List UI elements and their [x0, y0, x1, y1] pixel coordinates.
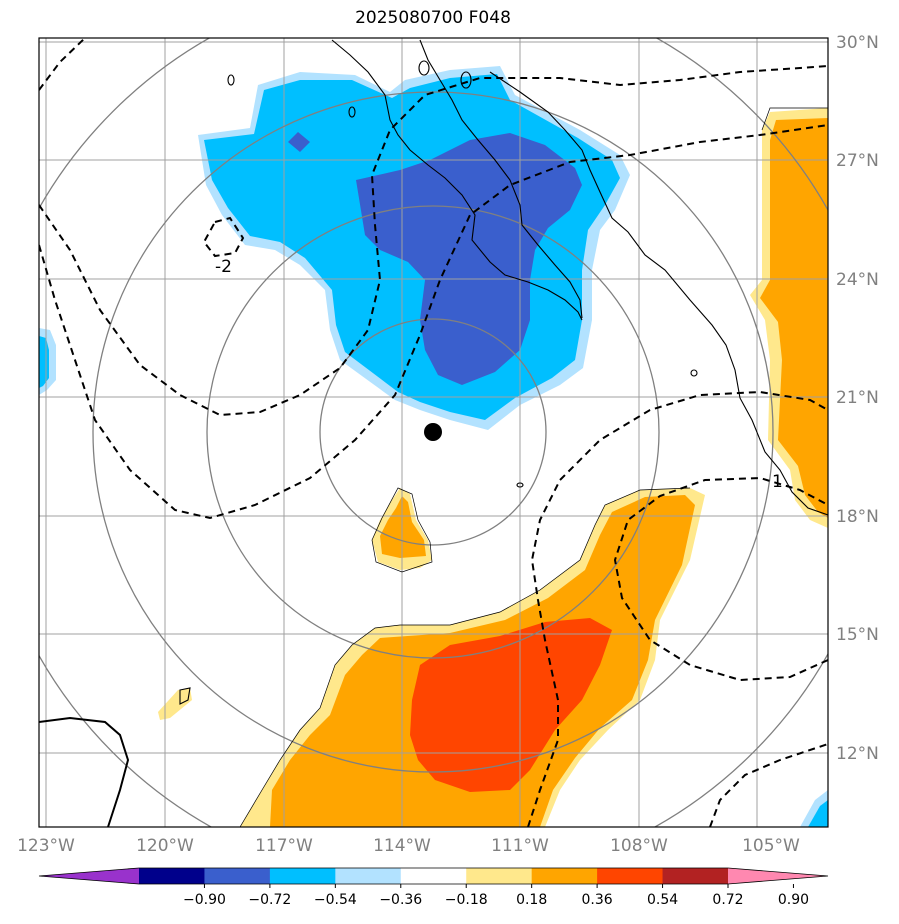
colorbar-tick-label: 0.18	[516, 892, 547, 908]
map-frame	[38, 37, 829, 828]
island-5	[516, 482, 524, 488]
lat-label-30n: 30°N	[836, 33, 879, 53]
lon-label-108w: 108°W	[610, 836, 668, 856]
south-band-outline	[239, 487, 691, 827]
lon-label-111w: 111°W	[491, 836, 549, 856]
colorbar-tick-label: −0.36	[379, 892, 422, 908]
colorbar-segment	[466, 868, 533, 884]
colorbar-tick-label: −0.90	[183, 892, 226, 908]
colorbar-tick-label: −0.18	[445, 892, 488, 908]
lon-label-120w: 120°W	[136, 836, 194, 856]
map-title: 2025080700 F048	[355, 8, 511, 28]
lat-label-21n: 21°N	[836, 388, 879, 408]
island-4	[460, 71, 472, 89]
positive-anomaly-shading	[158, 108, 828, 827]
colorbar-segment	[269, 868, 336, 884]
lon-label-105w: 105°W	[742, 836, 800, 856]
corner-blue	[808, 800, 828, 827]
colorbar-segment	[531, 868, 598, 884]
range-ring-1	[319, 318, 547, 546]
colorbar-segment	[335, 868, 402, 884]
lat-tick-labels: 30°N 27°N 24°N 21°N 18°N 15°N 12°N	[836, 33, 879, 764]
deep-blue-region	[356, 133, 582, 385]
colorbar-extend-high	[728, 868, 828, 884]
contour-label-1: 1	[772, 472, 783, 492]
lat-label-27n: 27°N	[836, 151, 879, 171]
dashed-contours	[39, 38, 828, 827]
dashed-contour-7	[202, 216, 245, 258]
lat-label-24n: 24°N	[836, 270, 879, 290]
solid-contours	[39, 716, 130, 827]
graticule	[39, 38, 828, 827]
east-band-outline	[761, 107, 828, 131]
colorbar-outline	[38, 867, 829, 885]
lon-label-123w: 123°W	[17, 836, 75, 856]
dashed-contour-3	[39, 124, 828, 520]
dashed-contour-6	[709, 743, 828, 827]
deep-blue-patch	[288, 132, 310, 152]
peninsula-east-coast	[419, 39, 583, 319]
island-6	[690, 369, 698, 377]
mainland-coast	[489, 71, 828, 516]
south-red-region	[410, 618, 612, 792]
island-2	[348, 106, 356, 118]
colorbar: −0.90 −0.72 −0.54 −0.36 −0.18 0.18 0.36 0.54 0.7…	[38, 867, 829, 908]
colorbar-segment	[597, 868, 664, 884]
peninsula-west-coast	[331, 39, 583, 321]
dashed-contour-2	[39, 65, 828, 417]
lon-tick-labels: 123°W 120°W 117°W 114°W 111°W 108°W 105°…	[17, 836, 800, 856]
colorbar-extend-low	[39, 868, 139, 884]
contour-label-minus-2: -2	[215, 257, 232, 277]
colorbar-tick-label: 0.36	[582, 892, 613, 908]
colorbar-tick-label: 0.54	[647, 892, 678, 908]
coastlines	[179, 39, 828, 705]
shading-outlines	[239, 107, 828, 827]
dashed-contour-4	[527, 390, 828, 827]
lat-label-15n: 15°N	[836, 625, 879, 645]
range-ring-2	[206, 205, 660, 659]
west-yellow-blob	[158, 688, 192, 720]
lon-label-114w: 114°W	[373, 836, 431, 856]
colorbar-tick-label: 0.72	[712, 892, 743, 908]
colorbar-segment	[139, 868, 205, 884]
east-orange-region	[760, 118, 828, 518]
storm-center-marker	[424, 423, 442, 441]
colorbar-tick-label: −0.54	[314, 892, 357, 908]
dashed-contour-5	[613, 476, 828, 682]
central-blob-outline	[371, 487, 433, 573]
colorbar-tick-label: −0.72	[248, 892, 291, 908]
colorbar-segment	[204, 868, 271, 884]
central-orange-blob	[380, 496, 426, 558]
island-1	[227, 74, 235, 86]
lon-label-117w: 117°W	[255, 836, 313, 856]
solid-contour-1	[39, 716, 130, 827]
island-3	[418, 60, 430, 76]
colorbar-segment	[662, 868, 729, 884]
yellow-blob-outline	[179, 687, 191, 705]
lat-label-12n: 12°N	[836, 744, 879, 764]
colorbar-segment	[400, 868, 467, 884]
map-area: -2 1	[39, 38, 828, 827]
lat-label-18n: 18°N	[836, 507, 879, 527]
colorbar-tick-label: 0.90	[778, 892, 809, 908]
